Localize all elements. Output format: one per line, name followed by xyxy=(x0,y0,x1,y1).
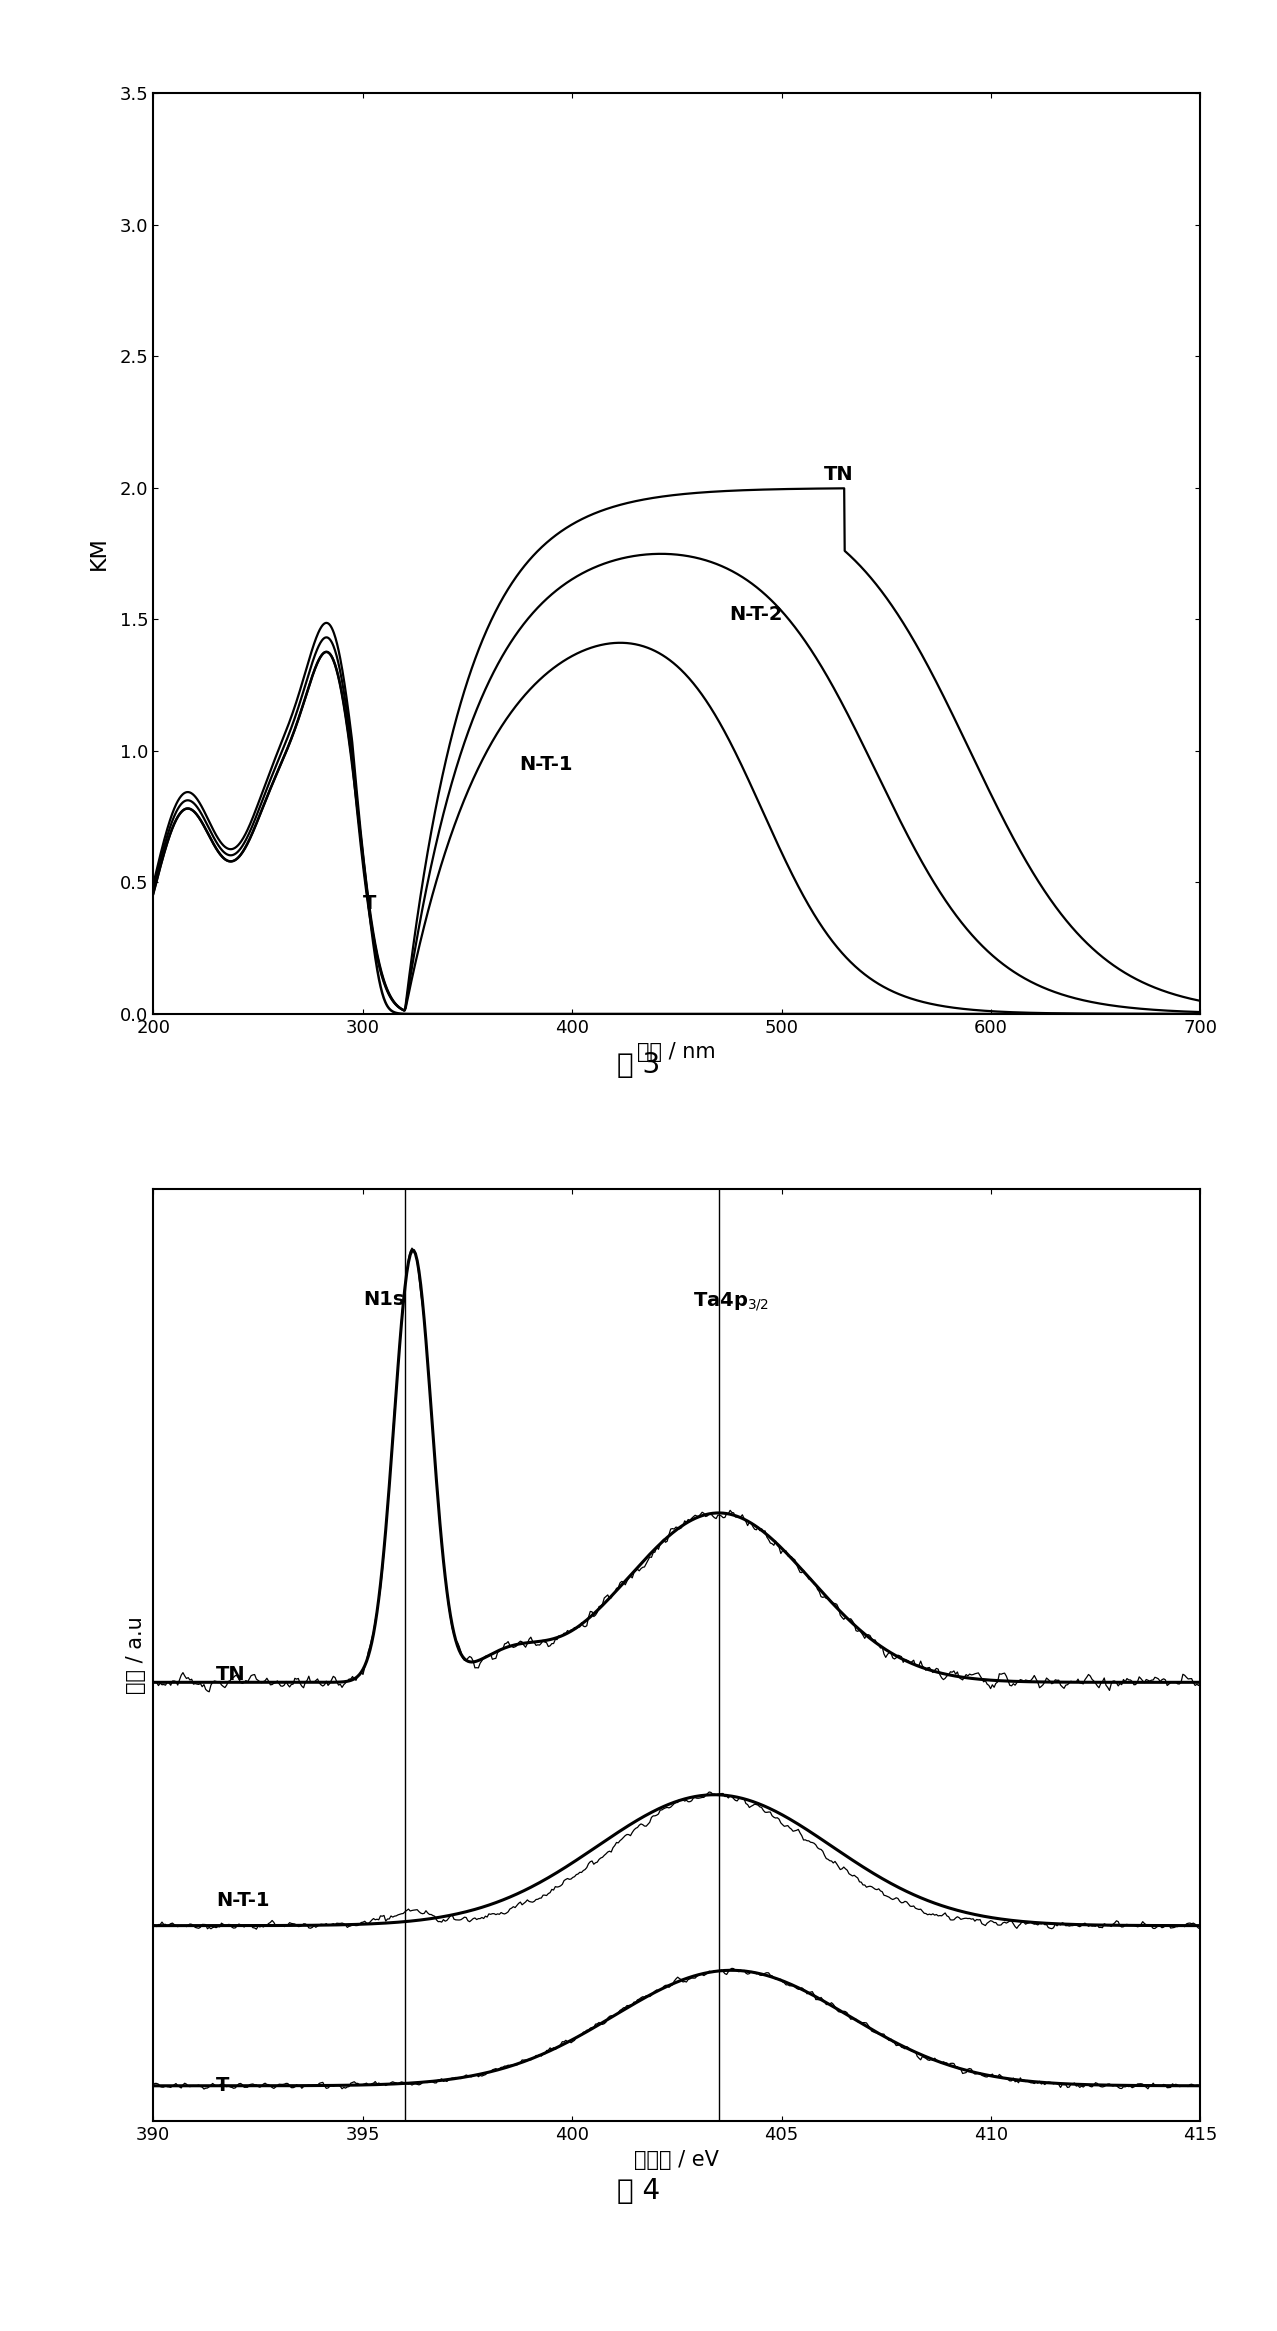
Text: 图 4: 图 4 xyxy=(617,2177,660,2205)
Text: T: T xyxy=(216,2077,230,2096)
Text: TN: TN xyxy=(216,1664,245,1683)
Text: 图 3: 图 3 xyxy=(617,1051,660,1079)
Y-axis label: KM: KM xyxy=(88,536,109,571)
Text: T: T xyxy=(363,895,375,914)
X-axis label: 波长 / nm: 波长 / nm xyxy=(637,1042,716,1063)
Text: N-T-2: N-T-2 xyxy=(729,604,783,625)
Text: N-T-1: N-T-1 xyxy=(216,1890,269,1911)
Text: Ta4p$_{3/2}$: Ta4p$_{3/2}$ xyxy=(693,1289,769,1312)
Text: N1s: N1s xyxy=(363,1289,405,1308)
Text: N-T-1: N-T-1 xyxy=(520,755,573,774)
Text: TN: TN xyxy=(824,466,853,485)
X-axis label: 结合能 / eV: 结合能 / eV xyxy=(635,2149,719,2170)
Y-axis label: 强度 / a.u: 强度 / a.u xyxy=(126,1615,147,1695)
